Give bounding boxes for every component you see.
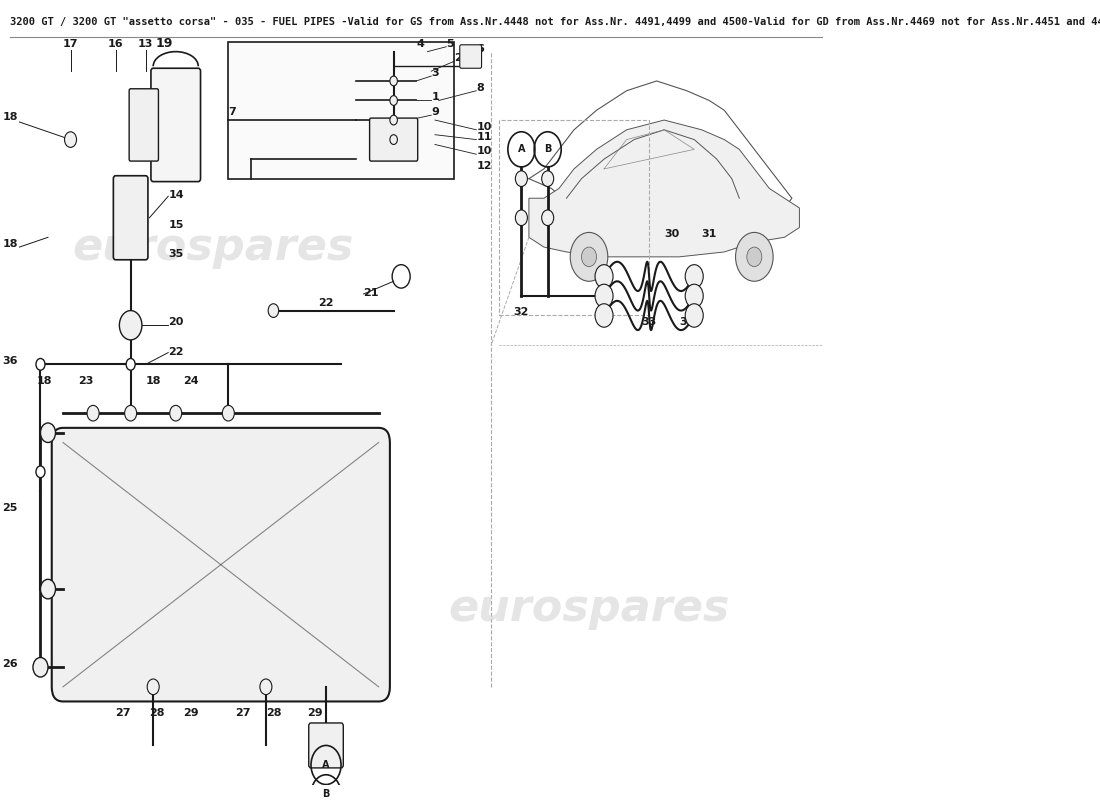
Circle shape [33, 658, 48, 677]
Text: 23: 23 [78, 376, 94, 386]
Text: 14: 14 [168, 190, 184, 200]
Circle shape [147, 679, 160, 694]
Text: 10: 10 [476, 122, 492, 132]
Text: 15: 15 [168, 219, 184, 230]
FancyBboxPatch shape [52, 428, 389, 702]
Text: 16: 16 [108, 38, 123, 49]
Circle shape [685, 265, 703, 288]
Text: 34: 34 [679, 318, 694, 327]
Text: eurospares: eurospares [449, 587, 729, 630]
Circle shape [389, 76, 397, 86]
Text: 7: 7 [229, 107, 236, 117]
Text: 19: 19 [156, 37, 173, 50]
Circle shape [389, 115, 397, 125]
Circle shape [124, 406, 136, 421]
Circle shape [169, 406, 182, 421]
Circle shape [736, 233, 773, 282]
Text: 29: 29 [307, 708, 322, 718]
Text: 17: 17 [63, 38, 78, 49]
Text: 32: 32 [514, 307, 529, 318]
Circle shape [747, 247, 762, 266]
Text: 3: 3 [431, 68, 439, 78]
Text: 29: 29 [183, 708, 199, 718]
Text: B: B [322, 790, 330, 799]
Circle shape [541, 210, 553, 226]
Text: 18: 18 [2, 239, 18, 249]
Circle shape [41, 579, 55, 599]
Circle shape [36, 466, 45, 478]
FancyBboxPatch shape [113, 176, 147, 260]
Text: 26: 26 [2, 659, 18, 670]
Circle shape [595, 304, 613, 327]
Circle shape [126, 358, 135, 370]
Text: 33: 33 [641, 318, 657, 327]
Text: 18: 18 [145, 376, 161, 386]
Circle shape [595, 284, 613, 308]
Text: 4: 4 [416, 38, 425, 49]
Circle shape [541, 171, 553, 186]
Text: 28: 28 [150, 708, 165, 718]
Text: 8: 8 [476, 82, 484, 93]
FancyBboxPatch shape [129, 89, 158, 161]
Circle shape [582, 247, 596, 266]
FancyBboxPatch shape [370, 118, 418, 161]
Text: 6: 6 [476, 44, 484, 54]
Text: 3200 GT / 3200 GT "assetto corsa" - 035 - FUEL PIPES -Valid for GS from Ass.Nr.4: 3200 GT / 3200 GT "assetto corsa" - 035 … [10, 18, 1100, 27]
Circle shape [389, 96, 397, 106]
Text: 13: 13 [138, 38, 153, 49]
Circle shape [685, 304, 703, 327]
Text: 11: 11 [476, 131, 492, 142]
Circle shape [120, 310, 142, 340]
Text: 30: 30 [664, 230, 680, 239]
Text: 28: 28 [266, 708, 282, 718]
Text: 1: 1 [431, 93, 439, 102]
Text: 36: 36 [2, 356, 18, 366]
Circle shape [87, 406, 99, 421]
Text: eurospares: eurospares [73, 226, 354, 269]
Text: A: A [518, 144, 525, 154]
Circle shape [389, 134, 397, 145]
Circle shape [268, 304, 278, 318]
FancyBboxPatch shape [460, 45, 482, 68]
Text: 9: 9 [431, 107, 439, 117]
Text: 27: 27 [116, 708, 131, 718]
Text: 22: 22 [319, 298, 334, 308]
Text: 18: 18 [2, 112, 18, 122]
Text: 12: 12 [476, 161, 492, 171]
Text: 5: 5 [447, 38, 454, 49]
Text: 20: 20 [168, 318, 184, 327]
Text: A: A [322, 760, 330, 770]
Circle shape [685, 284, 703, 308]
Text: B: B [544, 144, 551, 154]
Text: 18: 18 [36, 376, 52, 386]
Circle shape [595, 265, 613, 288]
Circle shape [36, 358, 45, 370]
Text: 31: 31 [702, 230, 717, 239]
Circle shape [222, 406, 234, 421]
Bar [498, 120, 649, 315]
Text: 22: 22 [168, 346, 184, 357]
Circle shape [65, 132, 77, 147]
FancyBboxPatch shape [151, 68, 200, 182]
Circle shape [260, 679, 272, 694]
FancyBboxPatch shape [309, 723, 343, 768]
Text: 25: 25 [2, 503, 18, 513]
Circle shape [516, 171, 527, 186]
Text: 27: 27 [235, 708, 251, 718]
Circle shape [516, 210, 527, 226]
Text: 24: 24 [183, 376, 199, 386]
Circle shape [41, 423, 55, 442]
Text: 21: 21 [364, 288, 380, 298]
Text: 10: 10 [476, 146, 492, 156]
Bar [229, 42, 454, 178]
Text: 35: 35 [168, 249, 184, 259]
Polygon shape [529, 120, 800, 257]
Circle shape [570, 233, 608, 282]
Text: 2: 2 [454, 54, 462, 63]
